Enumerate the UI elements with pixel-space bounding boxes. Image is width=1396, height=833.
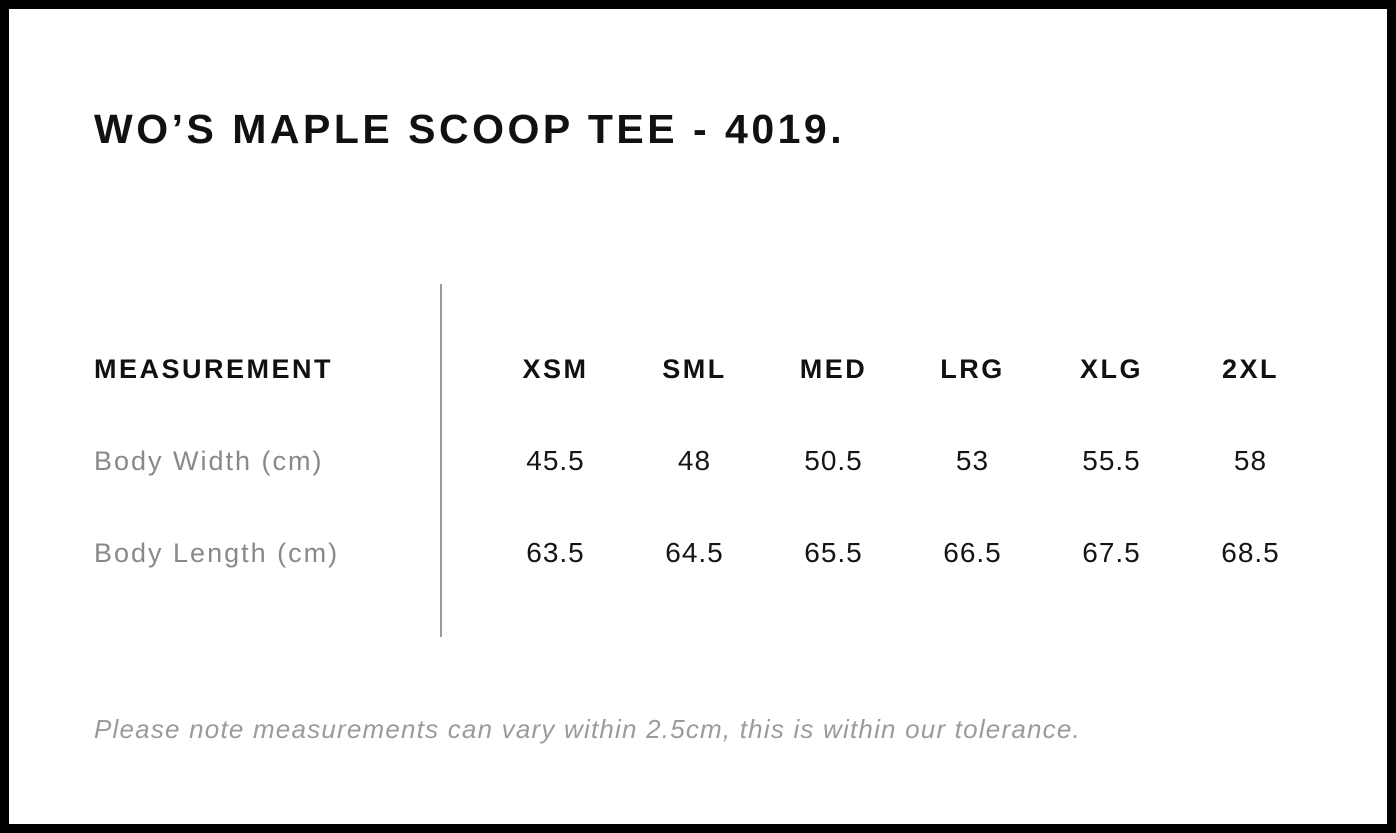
tolerance-note: Please note measurements can vary within… xyxy=(94,714,1081,744)
body-width-sml: 48 xyxy=(677,445,712,476)
body-length-cells: 63.5 64.5 65.5 66.5 67.5 68.5 xyxy=(440,537,1320,569)
table-divider xyxy=(440,284,442,637)
column-header-measurement: MEASUREMENT xyxy=(94,353,334,384)
body-width-cells: 45.5 48 50.5 53 55.5 58 xyxy=(440,445,1320,477)
body-width-xsm: 45.5 xyxy=(526,445,585,476)
table-row-body-length: Body Length (cm) 63.5 64.5 65.5 66.5 67.… xyxy=(94,507,1320,599)
size-header-sml: SML xyxy=(662,353,727,384)
body-length-xlg: 67.5 xyxy=(1082,537,1141,568)
table-row-body-width: Body Width (cm) 45.5 48 50.5 53 55.5 58 xyxy=(94,415,1320,507)
size-header-xsm: XSM xyxy=(522,353,589,384)
size-header-cells: XSM SML MED LRG XLG 2XL xyxy=(440,354,1320,385)
body-length-med: 65.5 xyxy=(804,537,863,568)
body-length-sml: 64.5 xyxy=(665,537,724,568)
body-width-med: 50.5 xyxy=(804,445,863,476)
body-width-2xl: 58 xyxy=(1233,445,1268,476)
body-width-lrg: 53 xyxy=(955,445,990,476)
row-label-body-length: Body Length (cm) xyxy=(94,537,340,568)
body-length-lrg: 66.5 xyxy=(943,537,1002,568)
size-header-lrg: LRG xyxy=(940,353,1005,384)
table-header-row: MEASUREMENT XSM SML MED LRG XLG 2XL xyxy=(94,323,1320,415)
size-header-med: MED xyxy=(799,353,868,384)
body-length-xsm: 63.5 xyxy=(526,537,585,568)
body-width-xlg: 55.5 xyxy=(1082,445,1141,476)
size-header-2xl: 2XL xyxy=(1221,353,1280,384)
size-chart-table: MEASUREMENT XSM SML MED LRG XLG 2XL Body… xyxy=(94,283,1320,638)
body-length-2xl: 68.5 xyxy=(1221,537,1280,568)
row-label-body-width: Body Width (cm) xyxy=(94,445,324,476)
page-title: WO’S MAPLE SCOOP TEE - 4019. xyxy=(94,106,846,152)
size-header-xlg: XLG xyxy=(1079,353,1143,384)
